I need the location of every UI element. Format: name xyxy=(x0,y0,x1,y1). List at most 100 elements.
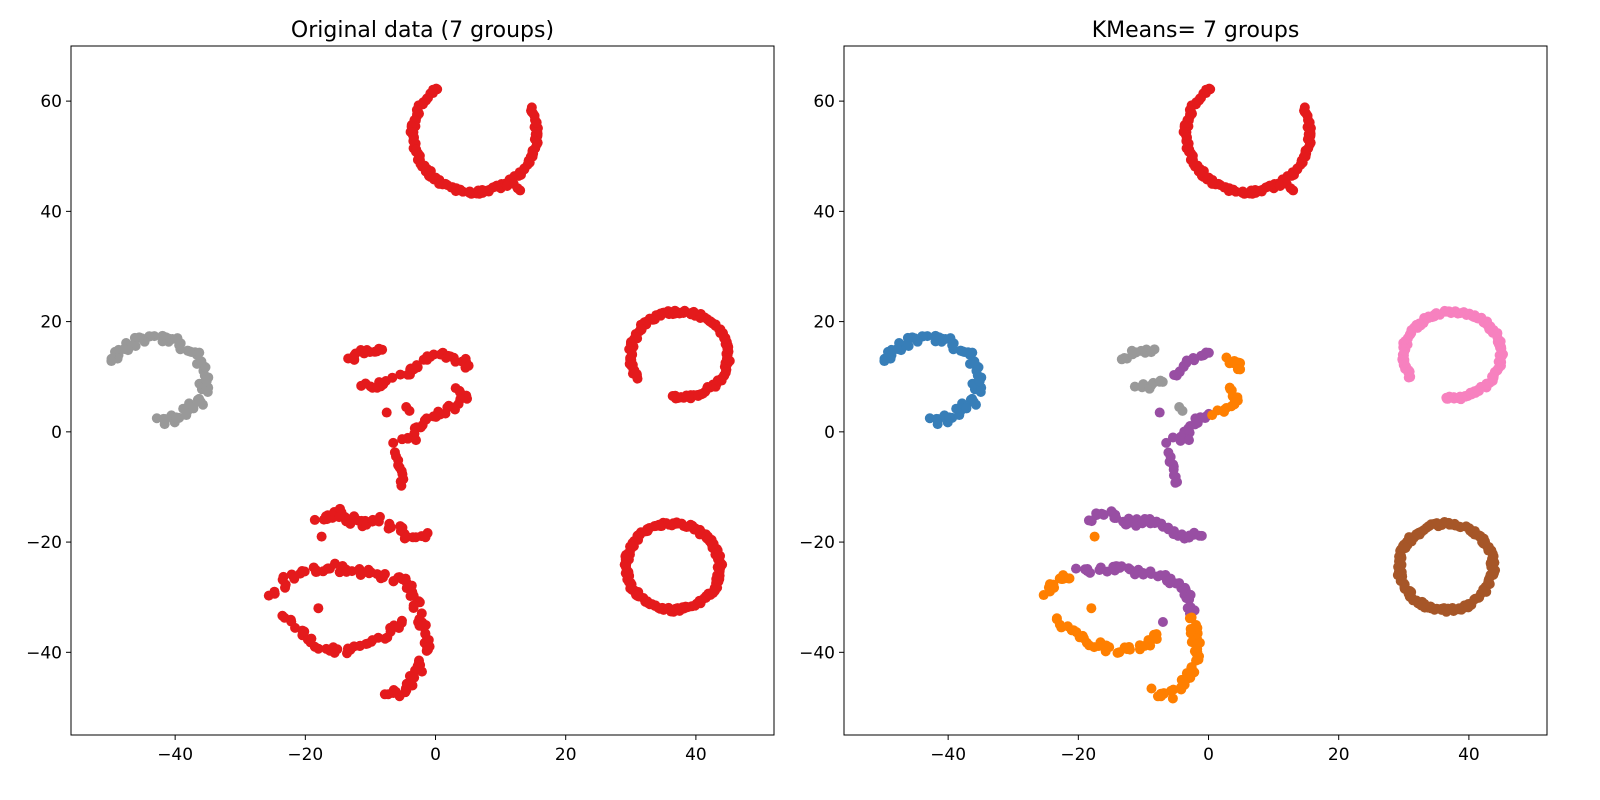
left-plot-frame xyxy=(70,45,775,736)
scatter-point xyxy=(1129,381,1140,392)
right-points-layer xyxy=(879,83,1508,704)
scatter-point xyxy=(930,330,941,341)
scatter-point xyxy=(502,181,513,191)
scatter-point xyxy=(1155,375,1166,386)
scatter-point xyxy=(405,591,416,602)
scatter-point xyxy=(1151,629,1162,640)
scatter-point xyxy=(460,362,471,373)
scatter-point xyxy=(1155,688,1166,699)
x-tick-label: 40 xyxy=(1458,745,1480,765)
scatter-point xyxy=(1149,344,1160,355)
scatter-point xyxy=(1488,565,1499,576)
scatter-point xyxy=(1175,435,1186,446)
scatter-point xyxy=(306,633,317,644)
scatter-point xyxy=(931,413,942,424)
scatter-point xyxy=(422,528,433,539)
scatter-point xyxy=(1177,405,1188,416)
scatter-point xyxy=(1129,569,1140,580)
scatter-point xyxy=(299,626,310,637)
scatter-point xyxy=(1161,437,1172,448)
scatter-point xyxy=(332,644,343,655)
scatter-point xyxy=(879,356,890,367)
scatter-point xyxy=(313,603,324,614)
scatter-point xyxy=(385,522,396,533)
scatter-point xyxy=(1288,185,1299,196)
scatter-point xyxy=(1093,641,1104,652)
scatter-point xyxy=(410,435,421,446)
scatter-point xyxy=(632,371,643,382)
scatter-point xyxy=(397,434,408,445)
x-tick-label: −20 xyxy=(1060,745,1096,765)
scatter-point xyxy=(1496,351,1507,362)
scatter-point xyxy=(396,480,407,491)
y-tick-label: 60 xyxy=(40,92,62,112)
scatter-point xyxy=(373,516,384,527)
x-tick-label: −40 xyxy=(930,745,966,765)
left-chart-title: Original data (7 groups) xyxy=(291,18,554,43)
scatter-point xyxy=(421,645,432,656)
scatter-point xyxy=(1124,644,1135,655)
scatter-point xyxy=(364,568,375,579)
scatter-point xyxy=(381,407,392,418)
scatter-point xyxy=(1167,432,1178,443)
x-tick-label: −20 xyxy=(287,745,323,765)
scatter-point xyxy=(1299,102,1310,113)
scatter-point xyxy=(297,566,308,577)
scatter-point xyxy=(721,353,732,364)
scatter-point xyxy=(329,558,340,569)
y-tick-label: −20 xyxy=(799,533,835,553)
y-tick-label: 0 xyxy=(824,423,835,443)
scatter-point xyxy=(188,402,199,413)
scatter-point xyxy=(1183,435,1194,446)
scatter-point xyxy=(171,412,182,423)
left-points-layer xyxy=(106,83,735,702)
scatter-point xyxy=(414,620,425,631)
scatter-point xyxy=(269,586,280,597)
scatter-point xyxy=(313,643,324,654)
y-tick-label: 20 xyxy=(40,313,62,333)
scatter-point xyxy=(411,360,422,371)
scatter-point xyxy=(377,344,388,355)
y-tick-label: 20 xyxy=(813,313,835,333)
scatter-point xyxy=(712,562,723,573)
scatter-point xyxy=(957,346,968,357)
scatter-point xyxy=(1184,594,1195,605)
scatter-point xyxy=(1078,633,1089,644)
y-tick-label: 40 xyxy=(40,202,62,222)
x-tick-label: −40 xyxy=(157,745,193,765)
x-tick-label: 40 xyxy=(685,745,707,765)
scatter-point xyxy=(961,402,972,413)
scatter-point xyxy=(974,376,985,387)
scatter-point xyxy=(316,531,327,542)
scatter-point xyxy=(345,518,356,529)
scatter-point xyxy=(1048,579,1059,590)
scatter-point xyxy=(353,564,364,575)
scatter-point xyxy=(1275,181,1286,191)
scatter-point xyxy=(1064,573,1075,584)
scatter-point xyxy=(1070,563,1081,574)
scatter-point xyxy=(408,602,419,613)
scatter-point xyxy=(129,332,140,343)
scatter-point xyxy=(278,571,289,582)
y-tick-label: −40 xyxy=(799,643,835,663)
scatter-point xyxy=(387,372,398,383)
scatter-point xyxy=(1170,477,1181,488)
scatter-point xyxy=(395,369,406,380)
left-axis-ticks: −40 −20 0 20 40 −40 −20 0 20 40 60 xyxy=(26,92,707,765)
scatter-point xyxy=(1086,603,1097,614)
scatter-point xyxy=(1203,347,1214,358)
scatter-point xyxy=(396,615,407,626)
scatter-point xyxy=(1186,612,1197,623)
right-scatter-panel: −40 −20 0 20 40 −40 −20 0 20 40 60 KMeans= 7 group… xyxy=(799,18,1548,765)
left-scatter-panel: −40 −20 0 20 40 −40 −20 0 20 40 60 Original data (… xyxy=(26,18,775,765)
y-tick-label: −40 xyxy=(26,643,62,663)
scatter-point xyxy=(194,393,205,404)
scatter-point xyxy=(388,437,399,448)
scatter-point xyxy=(1176,682,1187,693)
y-tick-label: 60 xyxy=(813,92,835,112)
scatter-point xyxy=(383,689,394,700)
scatter-point xyxy=(967,347,978,358)
scatter-point xyxy=(1207,410,1218,421)
scatter-point xyxy=(379,569,390,580)
